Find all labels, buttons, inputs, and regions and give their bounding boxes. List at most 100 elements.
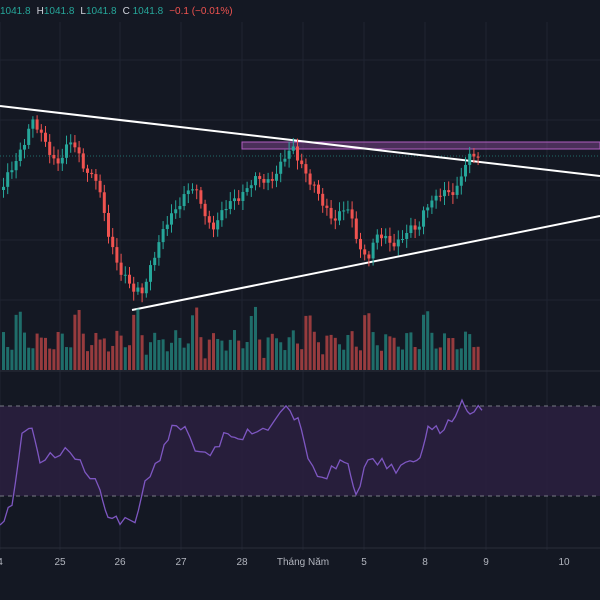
open-value: 1041.8 [0, 5, 31, 17]
candle-body [69, 142, 73, 145]
volume-bar [178, 337, 182, 370]
candle-body [413, 225, 417, 230]
volume-bar [132, 314, 136, 370]
candle-body [258, 176, 262, 179]
candle-body [2, 186, 5, 190]
volume-bar [417, 349, 421, 370]
volume-bar [69, 347, 73, 370]
candle-body [392, 242, 396, 247]
candle-body [396, 239, 400, 247]
candle-body [476, 156, 480, 158]
volume-bar [128, 345, 131, 370]
volume-bar [119, 335, 123, 370]
time-axis-label: 8 [422, 557, 428, 568]
candle-body [380, 234, 383, 239]
candle-body [90, 172, 94, 175]
volume-bar [186, 343, 190, 370]
candle-body [405, 232, 409, 239]
candle-body [174, 209, 178, 214]
time-axis-label: 5 [361, 557, 367, 568]
volume-bar [170, 342, 173, 370]
candle-body [39, 129, 43, 133]
volume-bar [380, 350, 383, 370]
volume-bar [371, 332, 375, 370]
volume-bar [10, 349, 14, 370]
close-value: 1041.8 [132, 5, 164, 17]
volume-bar [136, 308, 140, 370]
volume-bar [14, 314, 18, 370]
volume-bar [174, 330, 178, 370]
candle-body [384, 235, 388, 239]
volume-bar [216, 339, 220, 370]
volume-bar [304, 315, 308, 370]
candle-body [350, 209, 354, 219]
volume-bar [98, 339, 102, 370]
candle-body [388, 235, 392, 243]
candle-body [430, 200, 434, 208]
volume-bar [203, 358, 207, 370]
close-label: C [122, 5, 130, 17]
candle-body [291, 146, 295, 151]
candle-body [245, 188, 249, 192]
candle-body [224, 208, 228, 211]
candle-body [48, 141, 52, 155]
volume-bar [367, 313, 371, 370]
candle-body [14, 161, 18, 171]
candle-body [149, 265, 152, 282]
candle-body [35, 119, 39, 130]
price-change: −0.1 (−0.01%) [169, 5, 233, 17]
candle-body [216, 220, 220, 230]
volume-bar [23, 332, 26, 370]
volume-bar [384, 334, 388, 370]
candle-body [371, 242, 375, 259]
candle-body [237, 198, 241, 201]
volume-bar [212, 333, 215, 370]
candle-body [325, 205, 329, 208]
volume-bar [338, 344, 341, 370]
volume-bar [258, 339, 262, 370]
volume-bar [233, 330, 236, 370]
candle-body [119, 262, 123, 275]
volume-bar [107, 351, 110, 370]
candle-body [451, 192, 455, 195]
candle-body [191, 189, 194, 191]
candle-body [296, 146, 299, 161]
high-label: H [36, 5, 44, 17]
volume-bar [392, 337, 396, 370]
candle-body [182, 194, 186, 207]
volume-bar [430, 332, 434, 370]
volume-bar [363, 315, 367, 370]
volume-bar [249, 315, 253, 370]
volume-bar [102, 338, 106, 370]
volume-bar [266, 337, 270, 370]
volume-bar [220, 340, 224, 370]
candle-body [317, 184, 320, 194]
time-axis[interactable]: 4 25 26 27 28 Tháng Năm 5 8 9 10 [0, 552, 600, 574]
candle-body [283, 158, 287, 162]
volume-bar [468, 334, 472, 370]
volume-bar [165, 351, 169, 370]
volume-bar [56, 331, 60, 370]
candle-body [333, 218, 337, 221]
candle-body [6, 172, 10, 187]
volume-bar [73, 314, 77, 370]
candle-body [279, 161, 283, 174]
volume-bar [191, 315, 194, 370]
candle-body [31, 119, 35, 129]
candle-body [27, 128, 31, 145]
low-label: L [80, 5, 86, 17]
candle-body [249, 185, 253, 189]
time-axis-label: 26 [114, 557, 126, 568]
volume-bar [291, 330, 295, 370]
candle-body [417, 226, 421, 230]
candle-body [275, 173, 278, 181]
candle-body [207, 216, 211, 223]
candle-body [132, 283, 136, 292]
volume-bar [111, 345, 115, 370]
volume-bar [401, 349, 404, 370]
time-axis-label: Tháng Năm [276, 557, 330, 568]
candle-body [321, 193, 325, 206]
candle-body [73, 142, 77, 148]
